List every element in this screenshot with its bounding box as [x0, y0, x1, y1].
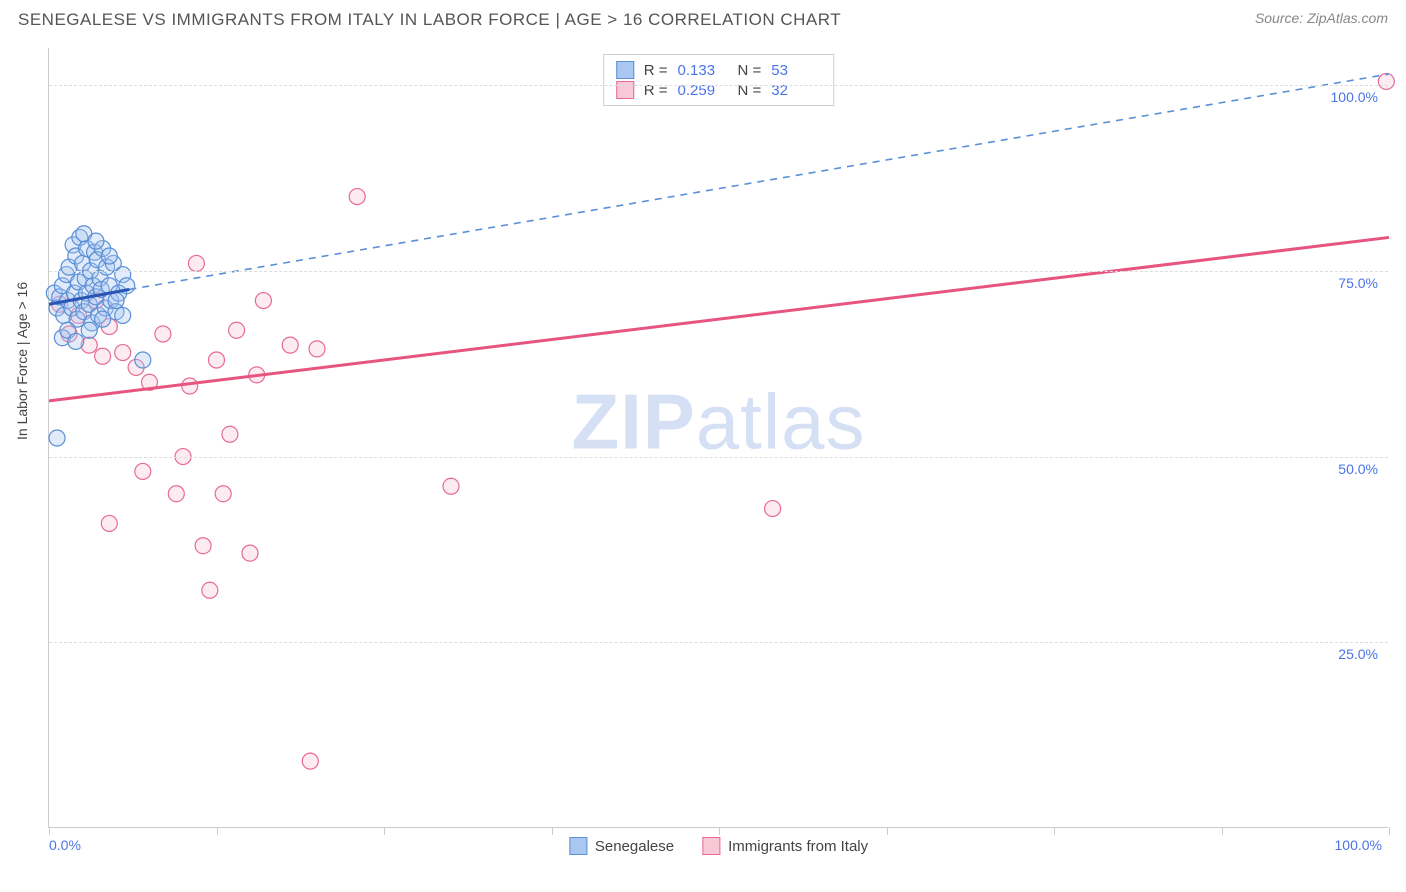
y-tick-label: 50.0% [1338, 461, 1378, 477]
legend-item: Senegalese [569, 837, 674, 855]
data-point [195, 538, 211, 554]
x-tick [887, 827, 888, 835]
data-point [101, 515, 117, 531]
data-point [115, 345, 131, 361]
legend-label: Senegalese [595, 838, 674, 855]
legend-item: Immigrants from Italy [702, 837, 868, 855]
gridline-h [49, 642, 1388, 643]
data-point [88, 233, 104, 249]
data-point [182, 378, 198, 394]
x-tick [49, 827, 50, 835]
data-point [49, 430, 65, 446]
data-point [188, 255, 204, 271]
x-tick [552, 827, 553, 835]
trend-line [49, 237, 1389, 400]
data-point [168, 486, 184, 502]
chart-header: SENEGALESE VS IMMIGRANTS FROM ITALY IN L… [0, 0, 1406, 36]
data-point [1378, 73, 1394, 89]
data-point [229, 322, 245, 338]
data-point [222, 426, 238, 442]
data-point [115, 307, 131, 323]
data-point [765, 501, 781, 517]
legend-swatch-pink [702, 837, 720, 855]
x-tick [1222, 827, 1223, 835]
gridline-h [49, 457, 1388, 458]
y-tick-label: 25.0% [1338, 646, 1378, 662]
data-point [255, 293, 271, 309]
data-point [443, 478, 459, 494]
gridline-h [49, 85, 1388, 86]
legend-label: Immigrants from Italy [728, 838, 868, 855]
x-tick [1054, 827, 1055, 835]
x-tick [217, 827, 218, 835]
y-tick-label: 100.0% [1331, 89, 1378, 105]
data-point [209, 352, 225, 368]
data-point [215, 486, 231, 502]
scatter-svg [49, 48, 1388, 827]
data-point [108, 293, 124, 309]
chart-title: SENEGALESE VS IMMIGRANTS FROM ITALY IN L… [18, 10, 841, 30]
data-point [81, 322, 97, 338]
x-tick [384, 827, 385, 835]
data-point [101, 248, 117, 264]
x-tick-label: 0.0% [49, 837, 81, 853]
data-point [95, 311, 111, 327]
data-point [302, 753, 318, 769]
trend-line [129, 74, 1389, 289]
legend-swatch-blue [569, 837, 587, 855]
data-point [135, 352, 151, 368]
data-point [282, 337, 298, 353]
x-tick [719, 827, 720, 835]
y-axis-label: In Labor Force | Age > 16 [14, 282, 30, 440]
data-point [135, 463, 151, 479]
source-label: Source: ZipAtlas.com [1255, 10, 1388, 26]
data-point [349, 189, 365, 205]
chart-plot-area: ZIPatlas R = 0.133 N = 53 R = 0.259 N = … [48, 48, 1388, 828]
data-point [95, 348, 111, 364]
data-point [309, 341, 325, 357]
y-tick-label: 75.0% [1338, 275, 1378, 291]
x-tick-label: 100.0% [1335, 837, 1382, 853]
x-tick [1389, 827, 1390, 835]
gridline-h [49, 271, 1388, 272]
data-point [242, 545, 258, 561]
data-point [202, 582, 218, 598]
data-point [155, 326, 171, 342]
data-point [68, 333, 84, 349]
series-legend: Senegalese Immigrants from Italy [569, 837, 868, 855]
